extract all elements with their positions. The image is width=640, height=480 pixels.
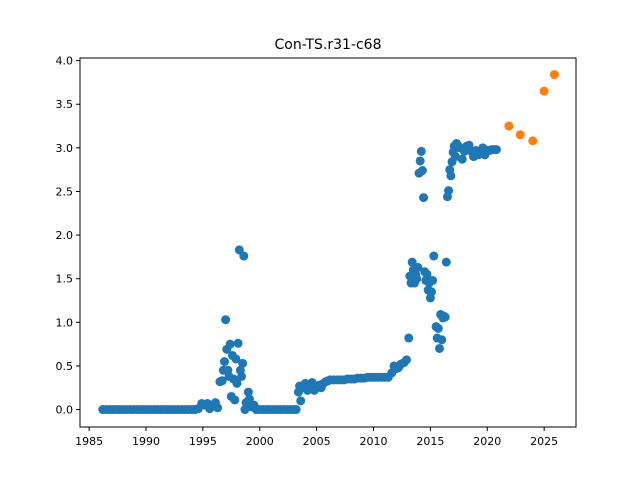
data-point xyxy=(413,262,423,272)
data-point xyxy=(549,70,559,80)
plot-frame xyxy=(79,57,577,428)
data-point xyxy=(230,395,240,405)
data-point xyxy=(434,343,444,353)
data-point xyxy=(221,315,231,325)
data-point xyxy=(213,403,223,413)
data-point xyxy=(491,145,501,155)
data-point xyxy=(233,338,243,348)
x-tick-label: 1995 xyxy=(189,435,217,448)
y-tick-label: 1.0 xyxy=(56,316,74,329)
data-point xyxy=(416,146,426,156)
data-point xyxy=(239,251,249,261)
x-tick-label: 2000 xyxy=(246,435,274,448)
data-point xyxy=(457,154,467,164)
data-point xyxy=(422,269,432,279)
data-point xyxy=(437,335,447,345)
axes-layer: 1985 1990 1995 2000 2005 2010 2015 2020 2025 0.0 0… xyxy=(56,55,577,448)
chart-title: Con-TS.r31-c68 xyxy=(274,37,381,53)
data-point xyxy=(427,287,437,297)
data-point xyxy=(433,323,443,333)
data-point xyxy=(407,257,417,267)
y-tick-label: 0.5 xyxy=(56,360,74,373)
x-tick-label: 1990 xyxy=(132,435,160,448)
data-point xyxy=(291,405,301,415)
data-point xyxy=(296,396,306,406)
x-tick-label: 2010 xyxy=(360,435,388,448)
data-point xyxy=(419,193,429,203)
data-point xyxy=(417,166,427,176)
x-tick-label: 1985 xyxy=(75,435,103,448)
data-point xyxy=(528,136,538,146)
y-tick-label: 2.0 xyxy=(56,229,74,242)
data-point xyxy=(440,312,450,322)
data-point xyxy=(504,121,514,131)
points-layer xyxy=(98,70,559,415)
data-point xyxy=(441,257,451,267)
data-point xyxy=(428,275,438,285)
y-tick-label: 2.5 xyxy=(56,185,74,198)
data-point xyxy=(243,387,253,397)
data-point xyxy=(238,358,248,368)
data-point xyxy=(515,130,525,140)
data-point xyxy=(219,357,229,367)
data-point xyxy=(539,86,549,96)
x-tick-label: 2025 xyxy=(530,435,558,448)
data-point xyxy=(217,376,227,386)
y-tick-label: 1.5 xyxy=(56,273,74,286)
y-tick-label: 3.5 xyxy=(56,98,74,111)
y-tick-label: 4.0 xyxy=(56,55,74,68)
data-point xyxy=(446,171,456,181)
data-point xyxy=(232,378,242,388)
x-tick-label: 2005 xyxy=(303,435,331,448)
x-tick-label: 2020 xyxy=(473,435,501,448)
y-tick-label: 3.0 xyxy=(56,142,74,155)
y-tick-label: 0.0 xyxy=(56,404,74,417)
data-point xyxy=(404,333,414,343)
data-point xyxy=(225,339,235,349)
data-point xyxy=(444,186,454,196)
data-point xyxy=(231,354,241,364)
data-point xyxy=(237,371,247,381)
data-point xyxy=(402,355,411,365)
x-tick-label: 2015 xyxy=(416,435,444,448)
data-point xyxy=(415,156,425,166)
data-point xyxy=(412,274,422,284)
data-point xyxy=(429,251,439,261)
data-point xyxy=(450,152,460,162)
